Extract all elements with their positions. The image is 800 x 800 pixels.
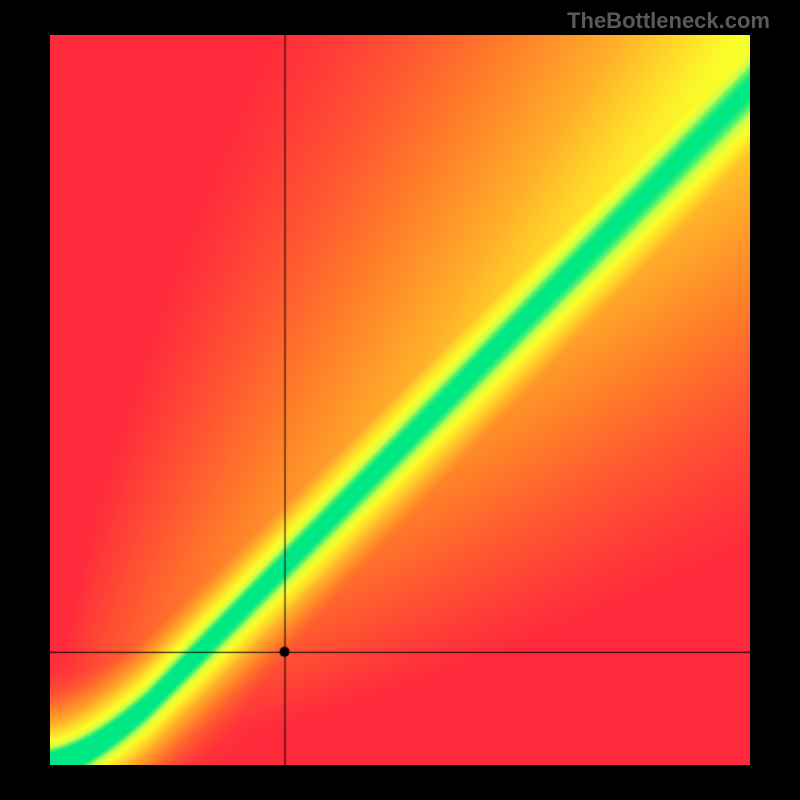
bottleneck-heatmap	[50, 35, 750, 765]
heatmap-canvas	[50, 35, 750, 765]
watermark-text: TheBottleneck.com	[567, 8, 770, 34]
chart-container: TheBottleneck.com	[0, 0, 800, 800]
